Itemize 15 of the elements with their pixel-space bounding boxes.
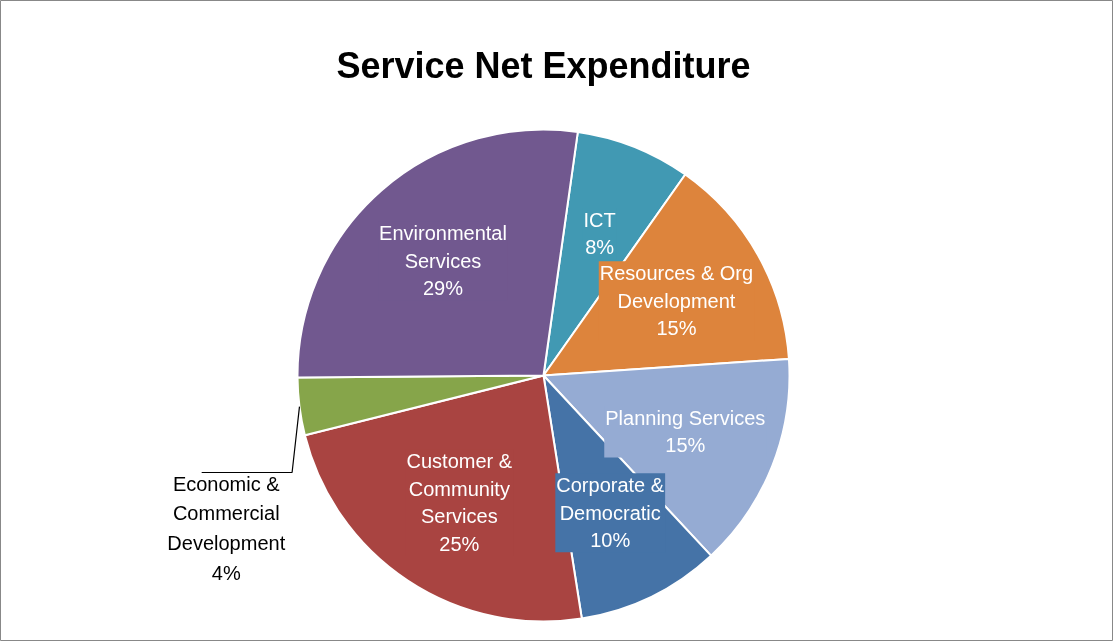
slice-label: Corporate & Democratic <box>556 474 665 524</box>
slice-label: Resources & Org Development <box>599 262 754 312</box>
data-label: 8% <box>585 236 615 259</box>
data-label: 15% <box>656 317 697 340</box>
slice-label: Economic & Commercial Development <box>167 472 286 554</box>
slice-label: Customer & Community Services <box>406 450 513 528</box>
slice-label: Planning Services <box>605 406 766 429</box>
data-label: 29% <box>422 277 464 300</box>
slice-label: ICT <box>583 208 616 231</box>
data-label: 4% <box>211 561 241 584</box>
data-label: 15% <box>665 434 706 457</box>
data-label: 10% <box>590 529 631 552</box>
chart-title: Service Net Expenditure <box>336 45 751 86</box>
data-label: 25% <box>439 532 480 555</box>
slice-label: Environmental Services <box>379 222 507 272</box>
